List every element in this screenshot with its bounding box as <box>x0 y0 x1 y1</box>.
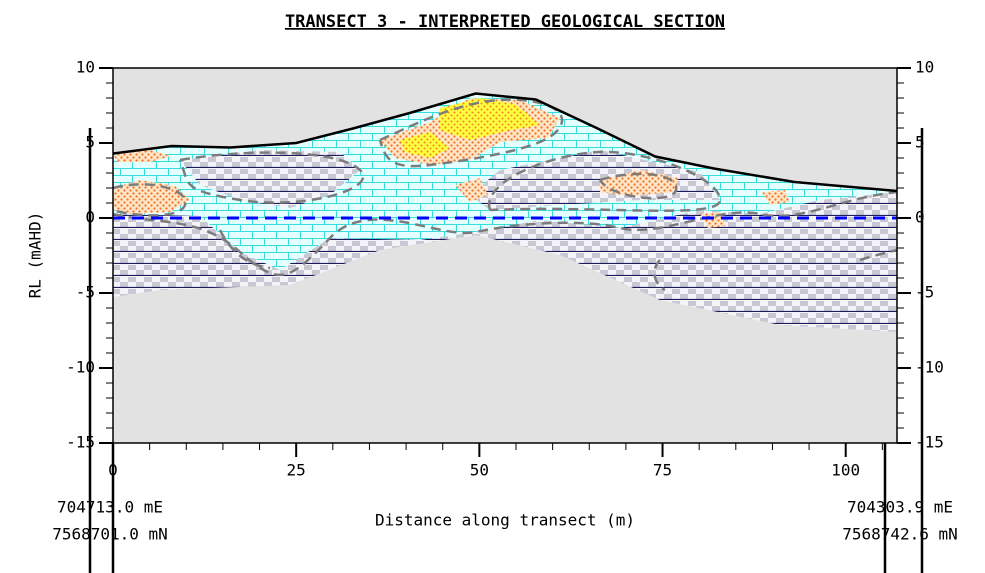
sand-body <box>455 178 488 202</box>
x-tick-label: 75 <box>653 461 672 480</box>
y-tick-label: 5 <box>85 133 95 152</box>
y-tick-label: 0 <box>85 208 95 227</box>
x-tick-label: 0 <box>108 461 118 480</box>
plot-frame <box>112 67 898 444</box>
y-tick-label: -10 <box>66 358 95 377</box>
sand-body <box>113 180 190 214</box>
x-tick-label: 100 <box>831 461 860 480</box>
sand-body <box>440 98 540 140</box>
y-tick-label-right: -5 <box>915 283 934 302</box>
contacts <box>113 98 897 292</box>
hatched-lens <box>860 228 897 260</box>
y-tick-label: 10 <box>76 58 95 77</box>
y-tick-label-right: 0 <box>915 208 925 227</box>
y-tick-label: -5 <box>76 283 95 302</box>
x-tick-label: 25 <box>287 461 306 480</box>
series-layer <box>113 92 897 220</box>
hatched-lens <box>470 150 720 210</box>
sand-body <box>113 150 172 162</box>
start-northing: 7568701.0 mN <box>52 525 168 544</box>
ground-surface <box>113 92 897 193</box>
sand-body <box>762 190 790 205</box>
x-tick-label: 50 <box>470 461 489 480</box>
y-tick-label-right: -10 <box>915 358 944 377</box>
end-northing: 7568742.6 mN <box>842 525 958 544</box>
y-tick-label-right: 10 <box>915 58 934 77</box>
y-tick-label-right: -15 <box>915 433 944 452</box>
sand-body <box>400 132 450 158</box>
end-easting: 704303.9 mE <box>847 498 953 517</box>
x-axis-label: Distance along transect (m) <box>375 511 635 530</box>
start-easting: 704713.0 mE <box>57 498 163 517</box>
y-tick-label: -15 <box>66 433 95 452</box>
frame-lines <box>88 128 924 573</box>
y-axis-label: RL (mAHD) <box>26 212 45 299</box>
hatched-lens <box>180 150 360 208</box>
y-tick-label-right: 5 <box>915 133 925 152</box>
chart-title: TRANSECT 3 - INTERPRETED GEOLOGICAL SECT… <box>285 12 725 32</box>
